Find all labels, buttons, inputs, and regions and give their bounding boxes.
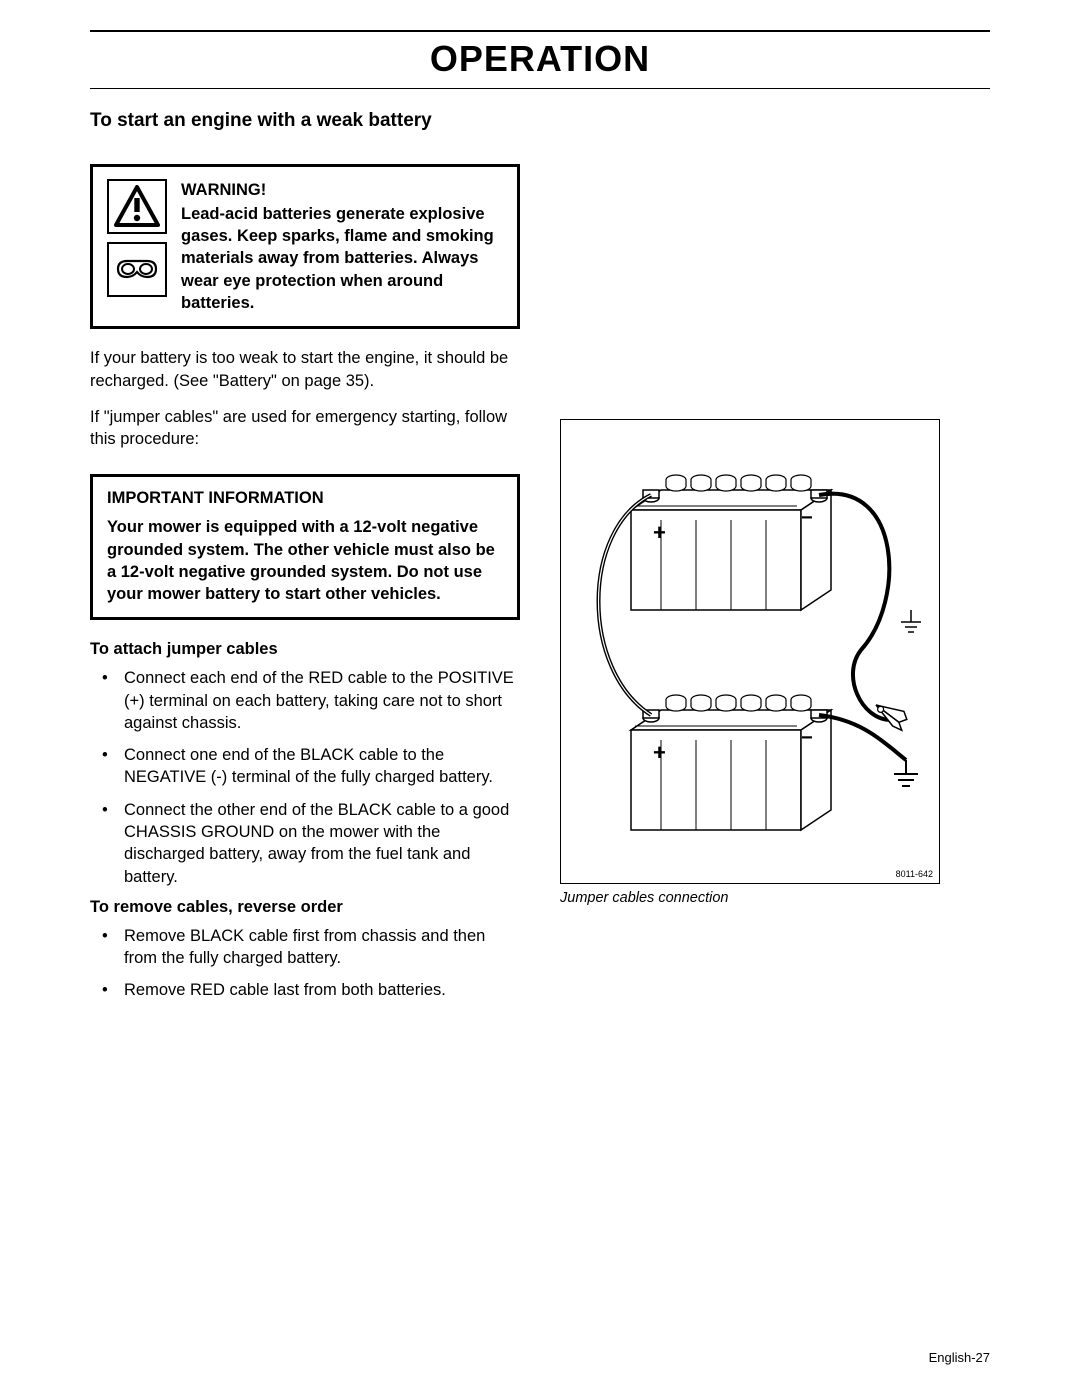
- important-info-box: IMPORTANT INFORMATION Your mower is equi…: [90, 474, 520, 620]
- page-title: OPERATION: [90, 38, 990, 80]
- para-1: If your battery is too weak to start the…: [90, 347, 520, 392]
- bottom-rule: [90, 88, 990, 89]
- warning-body: Lead-acid batteries generate explosive g…: [181, 203, 503, 314]
- jumper-cables-figure: + −: [560, 419, 940, 884]
- top-rule: [90, 30, 990, 32]
- warning-triangle-icon: [107, 179, 167, 234]
- info-title: IMPORTANT INFORMATION: [107, 489, 503, 508]
- page-footer: English-27: [929, 1350, 990, 1365]
- warning-text: WARNING! Lead-acid batteries generate ex…: [181, 179, 503, 315]
- svg-text:+: +: [653, 520, 666, 545]
- warning-label: WARNING!: [181, 179, 503, 201]
- remove-list: Remove BLACK cable first from chassis an…: [90, 925, 520, 1002]
- remove-heading: To remove cables, reverse order: [90, 898, 520, 917]
- info-body: Your mower is equipped with a 12-volt ne…: [107, 516, 503, 605]
- list-item: Connect one end of the BLACK cable to th…: [90, 744, 520, 789]
- svg-text:−: −: [801, 507, 813, 529]
- warning-icons: [107, 179, 167, 315]
- list-item: Remove RED cable last from both batterie…: [90, 979, 520, 1001]
- attach-list: Connect each end of the RED cable to the…: [90, 667, 520, 887]
- right-column: + −: [560, 109, 990, 1012]
- left-column: To start an engine with a weak battery: [90, 109, 520, 1012]
- para-2: If "jumper cables" are used for emergenc…: [90, 406, 520, 451]
- figure-number: 8011-642: [896, 869, 933, 879]
- goggles-icon: [107, 242, 167, 297]
- list-item: Connect each end of the RED cable to the…: [90, 667, 520, 734]
- svg-text:+: +: [653, 740, 666, 765]
- section-heading: To start an engine with a weak battery: [90, 109, 520, 134]
- list-item: Remove BLACK cable first from chassis an…: [90, 925, 520, 970]
- attach-heading: To attach jumper cables: [90, 640, 520, 659]
- figure-caption: Jumper cables connection: [560, 890, 990, 906]
- warning-box: WARNING! Lead-acid batteries generate ex…: [90, 164, 520, 330]
- list-item: Connect the other end of the BLACK cable…: [90, 799, 520, 888]
- svg-text:−: −: [801, 727, 813, 749]
